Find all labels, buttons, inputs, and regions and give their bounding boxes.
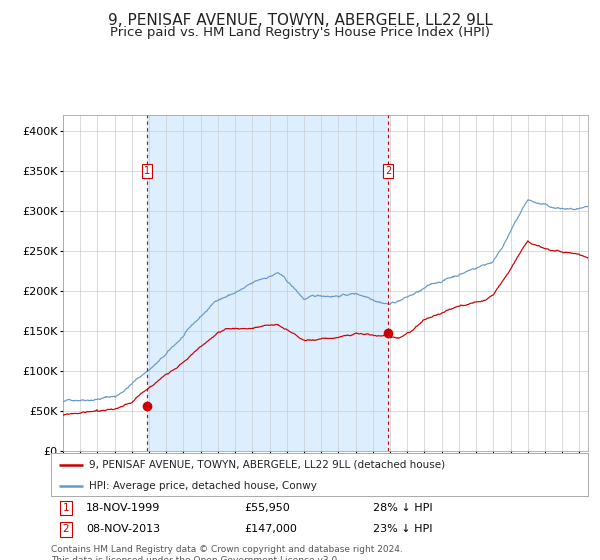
Text: 9, PENISAF AVENUE, TOWYN, ABERGELE, LL22 9LL: 9, PENISAF AVENUE, TOWYN, ABERGELE, LL22… [107, 13, 493, 28]
Text: HPI: Average price, detached house, Conwy: HPI: Average price, detached house, Conw… [89, 481, 316, 491]
Text: 2: 2 [63, 524, 70, 534]
Text: 9, PENISAF AVENUE, TOWYN, ABERGELE, LL22 9LL (detached house): 9, PENISAF AVENUE, TOWYN, ABERGELE, LL22… [89, 460, 445, 469]
Bar [147, 115, 388, 451]
Text: £55,950: £55,950 [244, 503, 290, 513]
Text: 2: 2 [385, 166, 391, 176]
Text: Price paid vs. HM Land Registry's House Price Index (HPI): Price paid vs. HM Land Registry's House … [110, 26, 490, 39]
Text: 1: 1 [63, 503, 70, 513]
Text: £147,000: £147,000 [244, 524, 297, 534]
Text: 23% ↓ HPI: 23% ↓ HPI [373, 524, 433, 534]
Text: 18-NOV-1999: 18-NOV-1999 [86, 503, 160, 513]
Text: 28% ↓ HPI: 28% ↓ HPI [373, 503, 433, 513]
Text: Contains HM Land Registry data © Crown copyright and database right 2024.
This d: Contains HM Land Registry data © Crown c… [51, 545, 403, 560]
Text: 08-NOV-2013: 08-NOV-2013 [86, 524, 160, 534]
Text: 1: 1 [144, 166, 150, 176]
